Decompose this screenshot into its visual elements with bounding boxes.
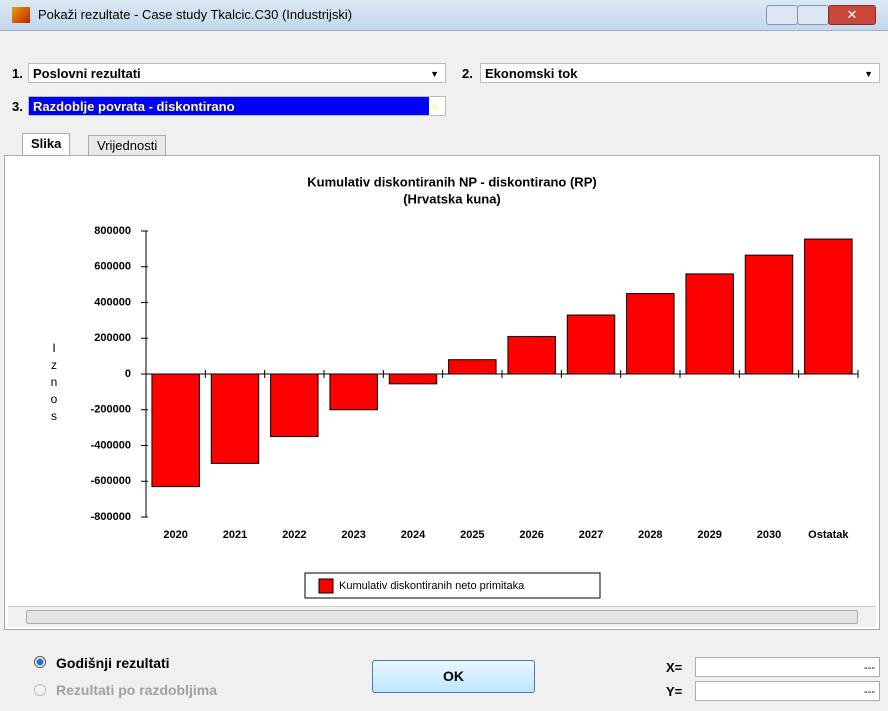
chart-subtitle: (Hrvatska kuna) [403, 191, 501, 206]
app-icon [12, 7, 30, 23]
title-bar: Pokaži rezultate - Case study Tkalcic.C3… [0, 0, 888, 31]
bar [804, 238, 853, 375]
dropdown[interactable]: Razdoblje povrata - diskontirano [28, 96, 446, 117]
radio-checked[interactable] [34, 656, 46, 668]
x-tick-label: 2022 [282, 529, 306, 541]
coord-field: --- [695, 657, 880, 677]
y-tick-label: 600000 [94, 261, 131, 273]
y-tick-label: 800000 [94, 225, 131, 237]
bar [685, 273, 734, 375]
x-tick-label: 2020 [163, 529, 187, 541]
x-tick-label: 2026 [519, 529, 543, 541]
bar [388, 373, 438, 385]
tab-panel [4, 155, 880, 630]
bar [566, 314, 616, 375]
y-tick-label: -400000 [91, 439, 131, 451]
chart-title: Kumulativ diskontiranih NP - diskontiran… [307, 174, 596, 189]
ok-button[interactable]: OK [372, 660, 535, 693]
x-tick-label: 2024 [401, 529, 426, 541]
selector-number: 1. [12, 66, 23, 81]
selector-number: 2. [462, 66, 473, 81]
tab-active[interactable]: Slika [22, 133, 71, 156]
scroll-thumb[interactable] [26, 610, 858, 624]
bar [448, 359, 497, 375]
radio-label: Godišnji rezultati [56, 655, 170, 671]
dropdown[interactable]: Poslovni rezultati [28, 63, 446, 84]
x-tick-label: 2030 [757, 529, 781, 541]
x-tick-label: 2025 [460, 529, 484, 541]
y-tick-label: -600000 [91, 475, 131, 487]
bar [329, 373, 378, 411]
tab[interactable]: Vrijednosti [88, 135, 167, 155]
legend-box [304, 572, 601, 599]
x-tick-label: 2021 [223, 529, 247, 541]
x-tick-label: Ostatak [808, 529, 849, 541]
scrollbar[interactable] [8, 606, 876, 627]
legend-swatch [318, 578, 334, 594]
bar [507, 335, 556, 375]
x-tick-label: 2028 [638, 529, 662, 541]
y-tick-label: -200000 [91, 404, 131, 416]
y-tick-label: 0 [125, 368, 131, 380]
x-tick-label: 2023 [341, 529, 365, 541]
bar [626, 293, 675, 375]
y-tick-label: 200000 [94, 332, 131, 344]
x-tick-label: 2027 [579, 529, 603, 541]
close-button[interactable]: ✕ [828, 5, 876, 25]
radio-label: Rezultati po razdobljima [56, 682, 218, 698]
coord-label: Y= [666, 684, 683, 699]
bar [210, 373, 260, 464]
bar [744, 254, 794, 375]
legend-label: Kumulativ diskontiranih neto primitaka [339, 580, 525, 592]
dropdown[interactable]: Ekonomski tok [480, 63, 880, 84]
coord-label: X= [666, 660, 683, 675]
bar [151, 373, 200, 488]
coord-field: --- [695, 681, 880, 701]
bar [270, 373, 319, 438]
radio-disabled[interactable] [34, 684, 46, 696]
window-title: Pokaži rezultate - Case study Tkalcic.C3… [38, 7, 353, 22]
y-axis-label: Iznos [50, 341, 58, 423]
y-tick-label: 400000 [94, 296, 131, 308]
y-tick-label: -800000 [91, 511, 131, 523]
x-tick-label: 2029 [697, 529, 721, 541]
selector-number: 3. [12, 99, 23, 114]
